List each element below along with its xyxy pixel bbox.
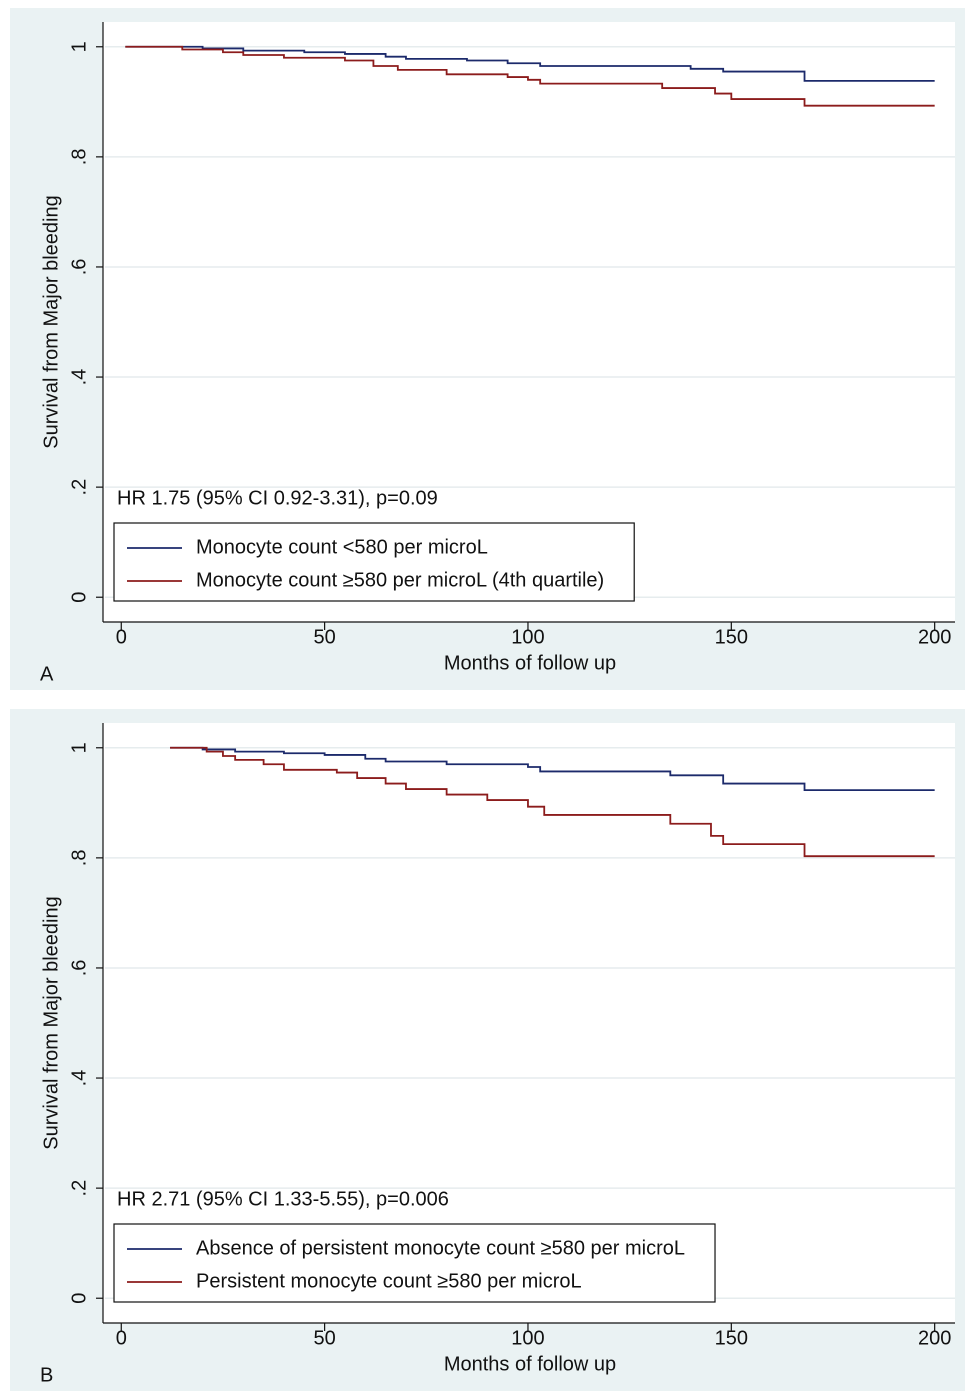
plot-area [103, 723, 955, 1323]
legend [113, 1223, 716, 1303]
y-tick-label: .2 [68, 479, 90, 496]
y-tick-label: .8 [68, 149, 90, 166]
x-tick-label: 150 [715, 626, 748, 648]
survival-curve [125, 45, 935, 107]
annotation: HR 1.75 (95% CI 0.92-3.31), p=0.09 [117, 487, 438, 509]
x-tick-label: 100 [511, 1327, 544, 1349]
y-axis-title: Survival from Major bleeding [40, 896, 62, 1149]
legend-label: Persistent monocyte count ≥580 per micro… [196, 1270, 582, 1292]
x-tick-label: 0 [116, 1327, 127, 1349]
plot-area [103, 22, 955, 622]
annotation: HR 2.71 (95% CI 1.33-5.55), p=0.006 [117, 1188, 449, 1210]
y-tick-label: .6 [68, 960, 90, 977]
x-tick-label: 50 [313, 626, 335, 648]
y-tick-label: 1 [68, 742, 90, 753]
y-tick-label: .8 [68, 850, 90, 867]
panel-label: A [40, 663, 54, 685]
legend-label: Monocyte count <580 per microL [196, 536, 488, 558]
x-axis-title: Months of follow up [444, 1353, 616, 1375]
legend-label: Monocyte count ≥580 per microL (4th quar… [196, 569, 604, 591]
x-tick-label: 200 [918, 626, 951, 648]
y-tick-label: .4 [68, 1070, 90, 1087]
y-tick-label: .6 [68, 259, 90, 276]
x-tick-label: 100 [511, 626, 544, 648]
y-tick-label: .2 [68, 1180, 90, 1197]
survival-curve [170, 746, 935, 858]
survival-curve [125, 45, 935, 82]
x-axis-title: Months of follow up [444, 652, 616, 674]
x-tick-label: 150 [715, 1327, 748, 1349]
y-tick-label: 1 [68, 41, 90, 52]
legend-label: Absence of persistent monocyte count ≥58… [196, 1237, 685, 1259]
survival-curve [170, 746, 935, 792]
y-tick-label: 0 [68, 1293, 90, 1304]
legend [113, 522, 635, 602]
y-tick-label: 0 [68, 592, 90, 603]
x-tick-label: 200 [918, 1327, 951, 1349]
x-tick-label: 0 [116, 626, 127, 648]
panel-label: B [40, 1364, 53, 1386]
y-tick-label: .4 [68, 369, 90, 386]
y-axis-title: Survival from Major bleeding [40, 195, 62, 448]
x-tick-label: 50 [313, 1327, 335, 1349]
